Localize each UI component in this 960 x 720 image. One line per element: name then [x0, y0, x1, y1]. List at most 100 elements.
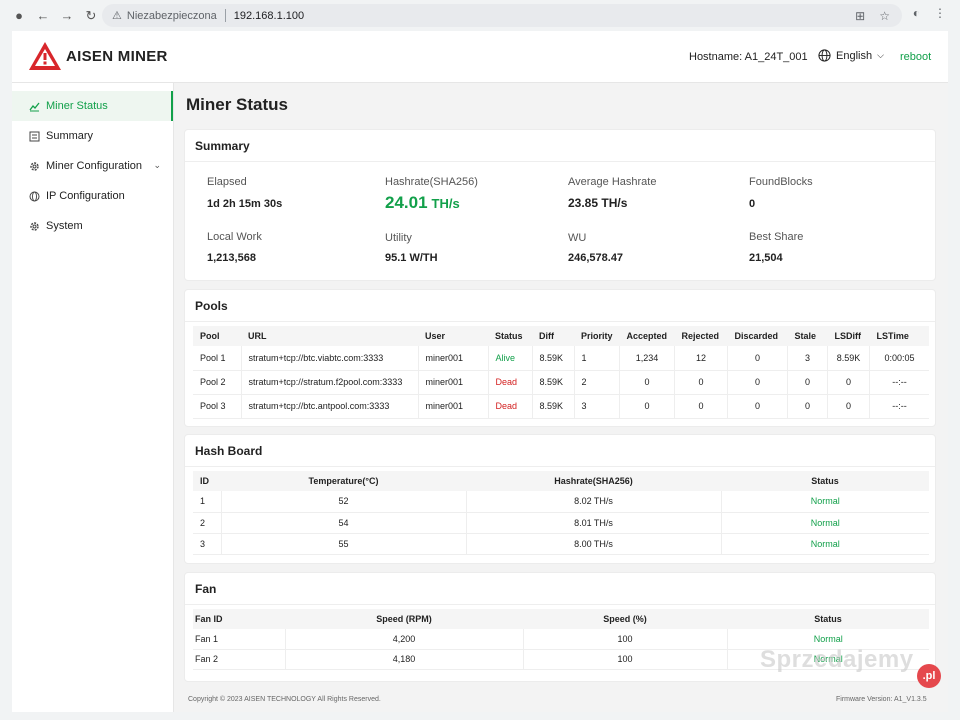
fan-rpm: 4,180	[285, 649, 524, 670]
table-header-row: Pool URL User Status Diff Priority Accep…	[193, 326, 929, 346]
sidebar-item-label: Miner Status	[46, 100, 108, 112]
col-header: Hashrate(SHA256)	[466, 471, 721, 491]
col-header: URL	[241, 326, 418, 346]
reload-icon[interactable]: ↻	[85, 7, 97, 23]
back-icon[interactable]: ←	[36, 8, 50, 23]
bookmark-star-icon[interactable]: ☆	[879, 8, 890, 23]
board-temperature: 54	[221, 512, 467, 534]
translate-icon[interactable]: ⊞	[855, 8, 866, 23]
col-header: Accepted	[619, 326, 675, 346]
bestshare-label: Best Share	[749, 231, 804, 243]
chart-line-icon	[29, 101, 40, 112]
chevron-down-icon[interactable]: ⌄	[153, 160, 161, 170]
col-header: Status	[721, 471, 929, 491]
col-header: Fan ID	[193, 609, 285, 629]
pool-lstime: 0:00:05	[869, 346, 929, 371]
pool-stale: 3	[787, 346, 829, 371]
fan-status: Normal	[727, 649, 929, 670]
browser-toolbar: ● ← → ↻ ⚠ Niezabezpieczona 192.168.1.100…	[0, 0, 960, 31]
main-content: Miner Status Summary Elapsed 1d 2h 15m 3…	[174, 83, 948, 712]
app-header: AISEN MINER Hostname: A1_24T_001 English…	[12, 31, 948, 83]
pool-rejected: 0	[674, 370, 729, 395]
elapsed-label: Elapsed	[207, 176, 247, 188]
gear-icon	[29, 161, 40, 172]
col-header: Stale	[787, 326, 828, 346]
pool-discarded: 0	[727, 370, 789, 395]
kebab-menu-icon[interactable]: ⋮	[934, 6, 946, 20]
col-header: Pool	[193, 326, 241, 346]
table-row: 2 54 8.01 TH/s Normal	[193, 512, 929, 534]
foundblocks-value: 0	[749, 198, 756, 210]
chevron-down-icon: ⌵	[877, 50, 884, 60]
col-header: Status	[727, 609, 929, 629]
table-row: Pool 1 stratum+tcp://btc.viabtc.com:3333…	[193, 346, 929, 371]
url-text[interactable]: 192.168.1.100	[233, 9, 305, 22]
summary-icon	[29, 131, 40, 142]
warning-triangle-logo-icon	[29, 42, 61, 70]
wu-value: 246,578.47	[568, 252, 624, 264]
pools-table: Pool URL User Status Diff Priority Accep…	[193, 326, 929, 419]
board-temperature: 55	[221, 533, 467, 555]
chrome-menu-icon[interactable]: ●	[15, 8, 23, 23]
table-header-row: ID Temperature(°C) Hashrate(SHA256) Stat…	[193, 471, 929, 491]
pool-stale: 0	[787, 370, 829, 395]
sidebar-item-summary[interactable]: Summary	[12, 121, 173, 151]
sidebar-item-miner-status[interactable]: Miner Status	[12, 91, 173, 121]
board-id: 1	[193, 491, 222, 513]
sidebar-item-label: Miner Configuration	[46, 160, 142, 172]
utility-label: Utility	[385, 232, 412, 244]
table-row: Pool 3 stratum+tcp://btc.antpool.com:333…	[193, 394, 929, 419]
col-header: Temperature(°C)	[221, 471, 466, 491]
board-hashrate: 8.02 TH/s	[466, 491, 722, 513]
pool-url: stratum+tcp://btc.antpool.com:3333	[241, 394, 419, 419]
board-status: Normal	[721, 533, 929, 555]
network-icon	[29, 191, 40, 202]
reboot-link[interactable]: reboot	[900, 51, 932, 63]
watermark-text: Sprzedajemy	[760, 646, 914, 673]
forward-icon[interactable]: →	[60, 8, 74, 23]
pool-accepted: 1,234	[619, 346, 676, 371]
wu-label: WU	[568, 232, 587, 244]
pool-user: miner001	[418, 394, 489, 419]
pool-url: stratum+tcp://stratum.f2pool.com:3333	[241, 370, 419, 395]
pool-name: Pool 3	[193, 394, 242, 419]
col-header: User	[418, 326, 488, 346]
fan-rpm: 4,200	[285, 629, 524, 650]
board-id: 3	[193, 533, 222, 555]
pool-accepted: 0	[619, 394, 676, 419]
fan-percent: 100	[523, 629, 728, 650]
table-header-row: Fan ID Speed (RPM) Speed (%) Status	[193, 609, 929, 629]
fan-percent: 100	[523, 649, 728, 670]
sidebar-item-miner-configuration[interactable]: Miner Configuration ⌄	[12, 151, 173, 181]
hostname-label: Hostname:	[689, 51, 743, 63]
brand-name: AISEN MINER	[66, 47, 168, 65]
pool-discarded: 0	[727, 394, 789, 419]
sidebar-item-ip-configuration[interactable]: IP Configuration	[12, 181, 173, 211]
pool-name: Pool 1	[193, 346, 242, 371]
sidebar-item-system[interactable]: System	[12, 211, 173, 241]
divider	[224, 9, 226, 22]
pool-lsdiff: 8.59K	[827, 346, 871, 371]
language-selector[interactable]: English ⌵	[818, 49, 884, 62]
col-header: Diff	[532, 326, 574, 346]
address-bar[interactable]: ⚠ Niezabezpieczona 192.168.1.100 ⊞ ☆	[102, 4, 902, 27]
warning-icon: ⚠	[112, 10, 122, 22]
pool-user: miner001	[418, 370, 489, 395]
col-header: LSDiff	[827, 326, 870, 346]
board-id: 2	[193, 512, 222, 534]
insecure-label: Niezabezpieczona	[126, 9, 217, 22]
firmware-version: Firmware Version: A1_V1.3.5	[836, 696, 927, 703]
board-hashrate: 8.00 TH/s	[466, 533, 722, 555]
sidebar-item-label: Summary	[46, 130, 94, 142]
board-temperature: 52	[221, 491, 467, 513]
watermark-badge: .pl	[917, 664, 941, 688]
fan-status: Normal	[727, 629, 929, 650]
col-header: Status	[488, 326, 532, 346]
fan-table: Fan ID Speed (RPM) Speed (%) Status Fan …	[193, 609, 929, 670]
hashboard-table: ID Temperature(°C) Hashrate(SHA256) Stat…	[193, 471, 929, 555]
board-hashrate: 8.01 TH/s	[466, 512, 722, 534]
table-row: Fan 1 4,200 100 Normal	[193, 629, 929, 650]
extension-icon[interactable]: ◐	[912, 6, 920, 20]
brand-logo[interactable]: AISEN MINER	[28, 41, 168, 71]
sidebar: Miner Status Summary Miner Configuration…	[12, 83, 174, 712]
